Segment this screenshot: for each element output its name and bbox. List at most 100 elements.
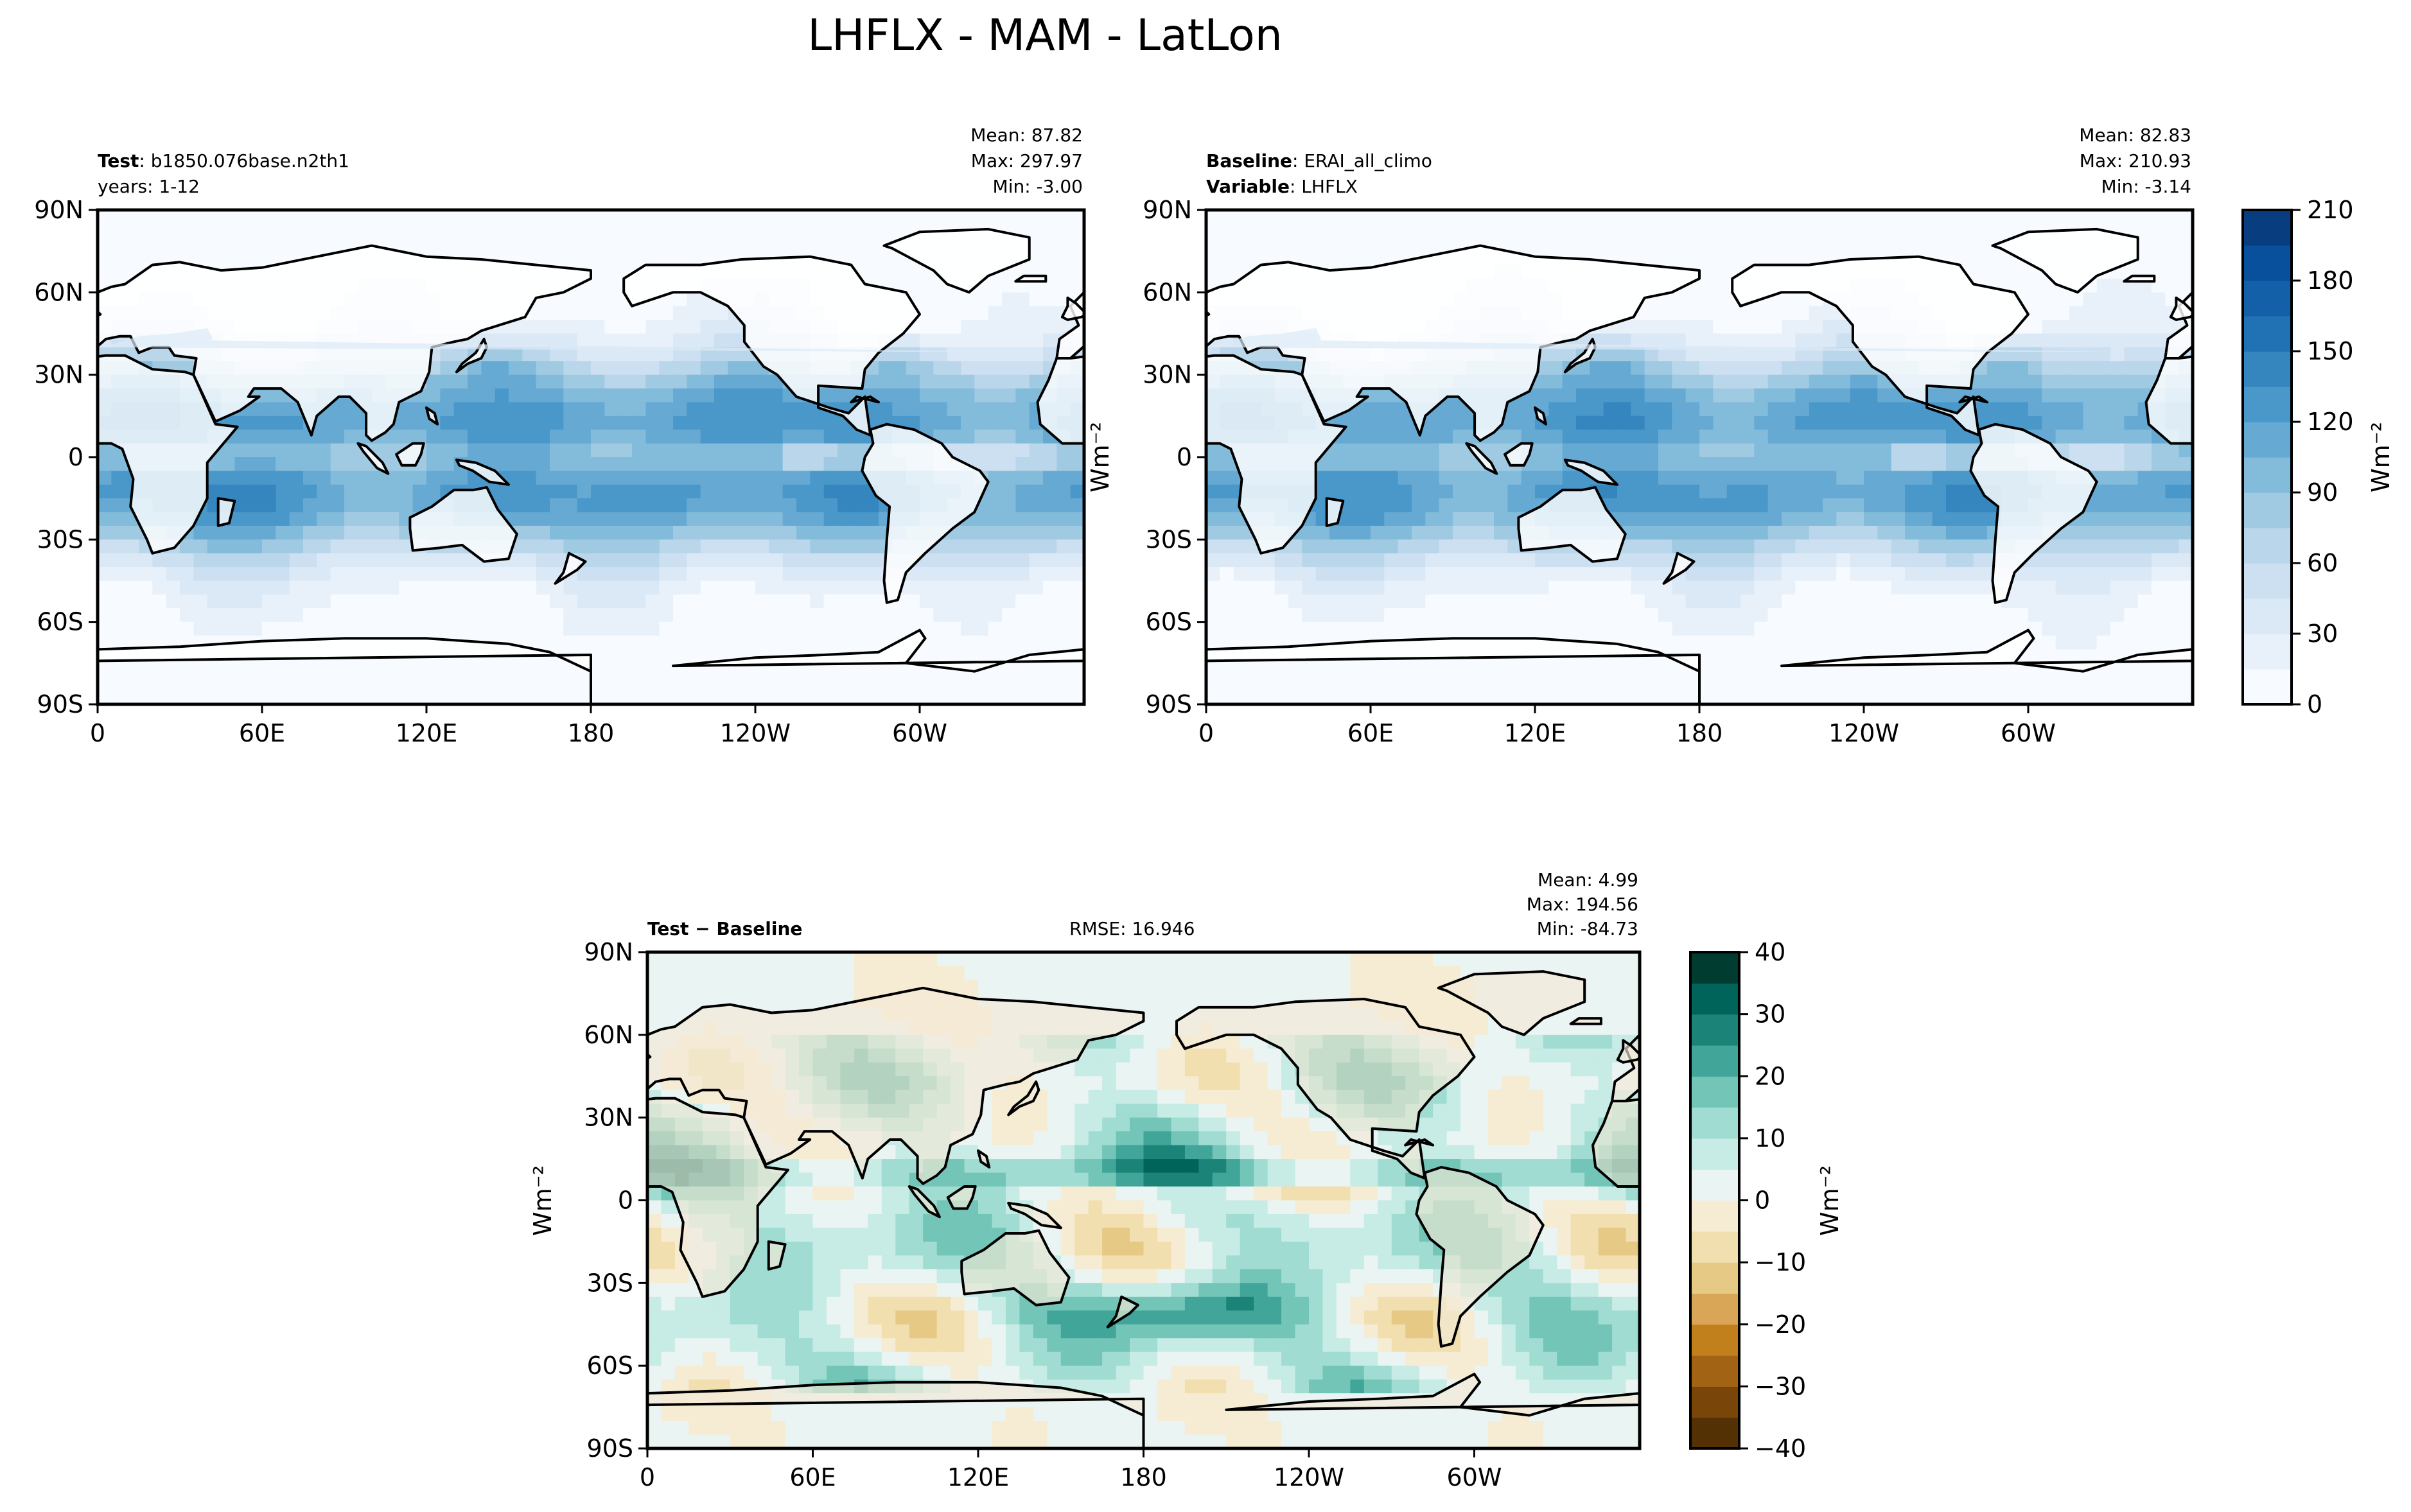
- field-cell: [933, 594, 948, 609]
- field-cell: [248, 443, 263, 458]
- field-cell: [1315, 594, 1330, 609]
- field-cell: [1959, 594, 1974, 609]
- field-cell: [659, 320, 674, 335]
- field-cell: [1562, 553, 1577, 568]
- field-cell: [700, 690, 715, 704]
- field-cell: [632, 320, 647, 335]
- field-cell: [2028, 388, 2043, 403]
- field-cell: [2055, 430, 2070, 444]
- field-cell: [1959, 553, 1974, 568]
- field-cell: [892, 388, 907, 403]
- field-cell: [1002, 580, 1017, 595]
- field-cell: [166, 594, 180, 609]
- field-cell: [974, 539, 989, 554]
- field-cell: [1507, 580, 1522, 595]
- field-cell: [193, 621, 208, 636]
- field-cell: [550, 347, 565, 362]
- field-cell: [947, 567, 961, 582]
- field-cell: [2083, 608, 2098, 623]
- field-cell: [632, 553, 647, 568]
- field-cell: [1767, 621, 1782, 636]
- field-cell: [755, 210, 770, 225]
- field-cell: [892, 374, 907, 389]
- field-cell: [947, 210, 961, 225]
- field-cell: [262, 443, 277, 458]
- field-cell: [276, 210, 290, 225]
- field-cell: [1864, 525, 1879, 541]
- field-cell: [1631, 539, 1645, 554]
- field-cell: [741, 415, 756, 431]
- field-cell: [1850, 457, 1864, 472]
- field-cell: [276, 430, 290, 444]
- field-cell: [714, 498, 729, 513]
- field-cell: [577, 374, 592, 389]
- field-cell: [1590, 402, 1604, 417]
- field-cell: [906, 677, 920, 691]
- field-cell: [550, 361, 565, 376]
- field-cell: [262, 388, 277, 403]
- field-cell: [550, 237, 565, 252]
- field-cell: [1480, 525, 1495, 541]
- field-cell: [1754, 443, 1769, 458]
- x-tick-label: 120E: [396, 719, 458, 747]
- field-cell: [1905, 430, 1920, 444]
- field-cell: [1002, 306, 1017, 320]
- field-cell: [947, 608, 961, 623]
- field-cell: [1507, 210, 1522, 225]
- field-cell: [645, 608, 660, 623]
- field-cell: [687, 237, 701, 252]
- field-cell: [1918, 621, 1933, 636]
- field-cell: [1507, 223, 1522, 238]
- field-cell: [2096, 539, 2111, 554]
- field-cell: [180, 621, 195, 636]
- field-cell: [645, 210, 660, 225]
- field-cell: [1754, 484, 1769, 499]
- field-cell: [1782, 443, 1796, 458]
- field-cell: [468, 621, 482, 636]
- field-cell: [1658, 608, 1673, 623]
- field-cell: [645, 443, 660, 458]
- field-cell: [303, 580, 318, 595]
- field-cell: [1384, 484, 1399, 499]
- field-cell: [1795, 594, 1810, 609]
- field-cell: [2096, 292, 2111, 307]
- field-cell: [1576, 443, 1591, 458]
- field-cell: [550, 223, 565, 238]
- field-cell: [1261, 608, 1276, 623]
- field-cell: [1767, 320, 1782, 335]
- field-cell: [509, 621, 523, 636]
- field-cell: [2083, 374, 2098, 389]
- field-cell: [1070, 498, 1084, 513]
- field-cell: [166, 677, 180, 691]
- field-cell: [1644, 347, 1659, 362]
- field-cell: [317, 677, 331, 691]
- field-cell: [1850, 223, 1864, 238]
- field-cell: [1398, 539, 1412, 554]
- field-cell: [1685, 361, 1700, 376]
- field-cell: [1658, 306, 1673, 320]
- field-cell: [330, 580, 345, 595]
- field-cell: [2124, 306, 2139, 320]
- field-cell: [371, 580, 386, 595]
- field-cell: [864, 498, 879, 513]
- field-cell: [1015, 580, 1030, 595]
- field-cell: [289, 553, 304, 568]
- field-cell: [1356, 457, 1371, 472]
- field-cell: [714, 539, 729, 554]
- field-cell: [1015, 471, 1030, 485]
- field-cell: [1918, 471, 1933, 485]
- field-cell: [303, 690, 318, 704]
- field-cell: [796, 484, 811, 499]
- field-cell: [604, 443, 619, 458]
- field-cell: [1315, 621, 1330, 636]
- field-cell: [823, 430, 838, 444]
- field-cell: [262, 498, 277, 513]
- field-cell: [1590, 430, 1604, 444]
- field-cell: [330, 210, 345, 225]
- field-cell: [604, 484, 619, 499]
- field-cell: [604, 608, 619, 623]
- field-cell: [714, 402, 729, 417]
- field-cell: [536, 457, 550, 472]
- field-cell: [1002, 292, 1017, 307]
- field-cell: [1412, 567, 1426, 582]
